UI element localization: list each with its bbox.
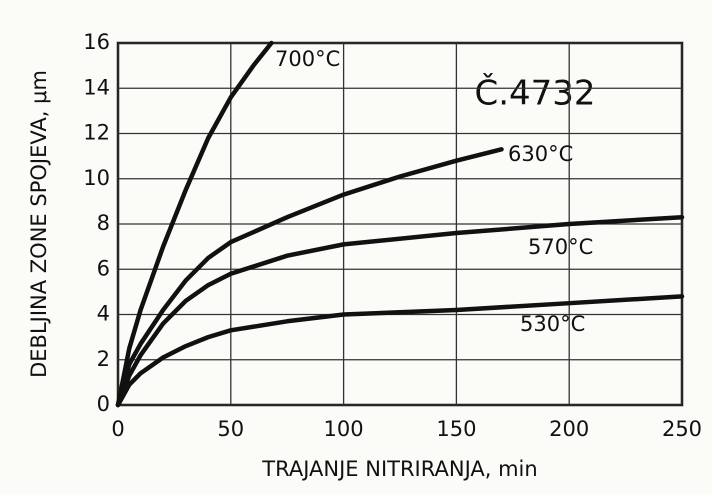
x-tick-label: 100 [324, 417, 364, 441]
series-line [115, 294, 685, 408]
y-tick-label: 6 [97, 256, 110, 280]
y-tick-label: 0 [97, 392, 110, 416]
y-tick-label: 4 [97, 302, 110, 326]
series-line [115, 214, 685, 408]
series-label: 570°C [528, 235, 593, 259]
series-label: 630°C [508, 142, 573, 166]
x-tick-label: 50 [217, 417, 244, 441]
y-tick-label: 8 [97, 211, 110, 235]
series-line [115, 147, 504, 408]
annotation: Č.4732 [474, 73, 595, 114]
series-label: 700°C [275, 47, 340, 71]
y-tick-label: 16 [83, 30, 110, 54]
series-label: 530°C [520, 312, 585, 336]
x-axis-label: TRAJANJE NITRIRANJA, min [261, 457, 537, 481]
y-tick-label: 2 [97, 347, 110, 371]
series-line [115, 40, 274, 408]
x-tick-label: 0 [111, 417, 124, 441]
y-axis-label: DEBLJINA ZONE SPOJEVA, μm [27, 70, 51, 378]
x-tick-label: 200 [549, 417, 589, 441]
x-tick-label: 150 [436, 417, 476, 441]
y-tick-label: 14 [83, 75, 110, 99]
y-tick-label: 12 [83, 121, 110, 145]
x-tick-label: 250 [662, 417, 702, 441]
y-tick-label: 10 [83, 166, 110, 190]
